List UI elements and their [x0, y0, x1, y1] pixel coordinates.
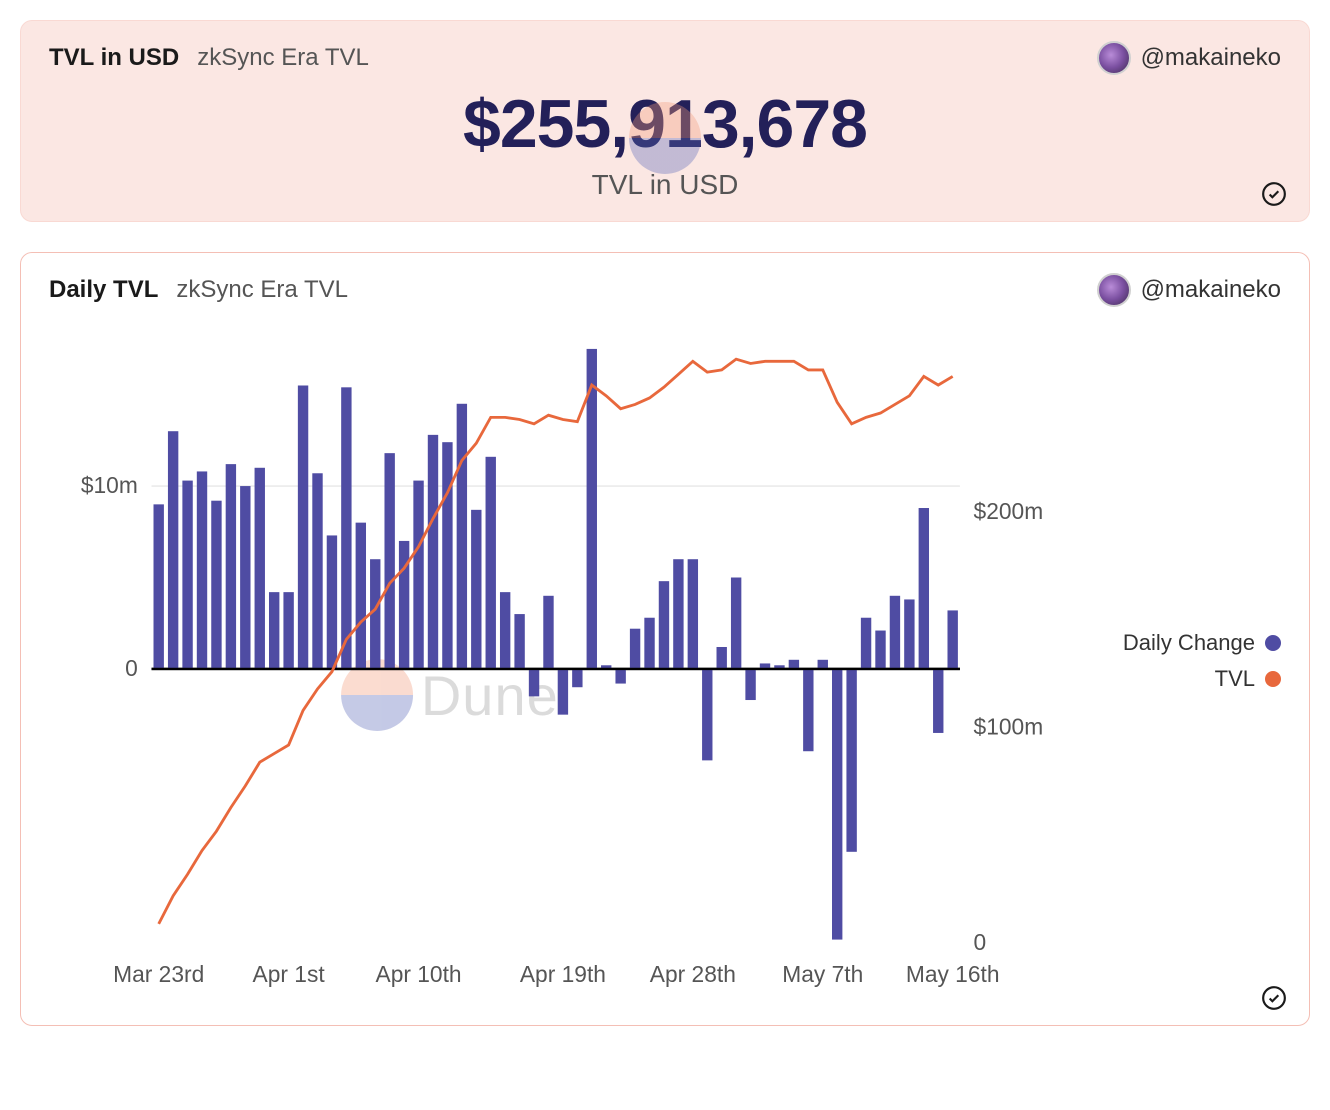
chart-area: Dune 0$10m0$100m$200mMar 23rdApr 1stApr …	[49, 317, 1051, 1005]
daily-tvl-chart: 0 $10m 0 $100m $200m Mar 23rd Apr 1st Apr 10th A…	[49, 317, 1051, 1000]
tvl-summary-card: TVL in USD zkSync Era TVL @makaineko $25…	[20, 20, 1310, 222]
card-title: TVL in USD	[49, 44, 179, 72]
chart-row: Dune 0$10m0$100m$200mMar 23rdApr 1stApr …	[49, 317, 1281, 1005]
legend-label: TVL	[1215, 666, 1255, 692]
card-title: Daily TVL	[49, 276, 158, 304]
summary-body: $255,913,678 TVL in USD	[49, 85, 1281, 201]
verified-icon[interactable]	[1261, 181, 1287, 207]
chart-legend: Daily Change TVL	[1051, 317, 1281, 1005]
avatar-icon	[1097, 273, 1131, 307]
svg-text:May 16th: May 16th	[906, 961, 1000, 987]
card-titles: Daily TVL zkSync Era TVL	[49, 276, 348, 304]
tvl-value-label: TVL in USD	[49, 169, 1281, 201]
svg-text:0: 0	[125, 655, 138, 681]
author-link[interactable]: @makaineko	[1097, 41, 1281, 75]
svg-text:$100m: $100m	[974, 714, 1044, 740]
svg-text:Mar 23rd: Mar 23rd	[113, 961, 204, 987]
author-handle: @makaineko	[1141, 44, 1281, 72]
svg-text:Apr 10th: Apr 10th	[376, 961, 462, 987]
svg-text:$10m: $10m	[81, 472, 138, 498]
legend-label: Daily Change	[1123, 630, 1255, 656]
svg-text:May 7th: May 7th	[782, 961, 863, 987]
verified-icon[interactable]	[1261, 985, 1287, 1011]
card-subtitle: zkSync Era TVL	[197, 44, 369, 72]
legend-item-tvl[interactable]: TVL	[1071, 666, 1281, 692]
svg-text:Apr 1st: Apr 1st	[253, 961, 326, 987]
legend-dot-icon	[1265, 671, 1281, 687]
svg-text:$200m: $200m	[974, 498, 1044, 524]
author-link[interactable]: @makaineko	[1097, 273, 1281, 307]
svg-text:Apr 28th: Apr 28th	[650, 961, 736, 987]
card-header: Daily TVL zkSync Era TVL @makaineko	[49, 273, 1281, 307]
svg-text:Apr 19th: Apr 19th	[520, 961, 606, 987]
avatar-icon	[1097, 41, 1131, 75]
legend-dot-icon	[1265, 635, 1281, 651]
card-titles: TVL in USD zkSync Era TVL	[49, 44, 369, 72]
tvl-value: $255,913,678	[49, 85, 1281, 163]
card-header: TVL in USD zkSync Era TVL @makaineko	[49, 41, 1281, 75]
svg-text:0: 0	[974, 929, 987, 955]
legend-item-daily-change[interactable]: Daily Change	[1071, 630, 1281, 656]
author-handle: @makaineko	[1141, 276, 1281, 304]
daily-tvl-card: Daily TVL zkSync Era TVL @makaineko Dune…	[20, 252, 1310, 1026]
card-subtitle: zkSync Era TVL	[176, 276, 348, 304]
